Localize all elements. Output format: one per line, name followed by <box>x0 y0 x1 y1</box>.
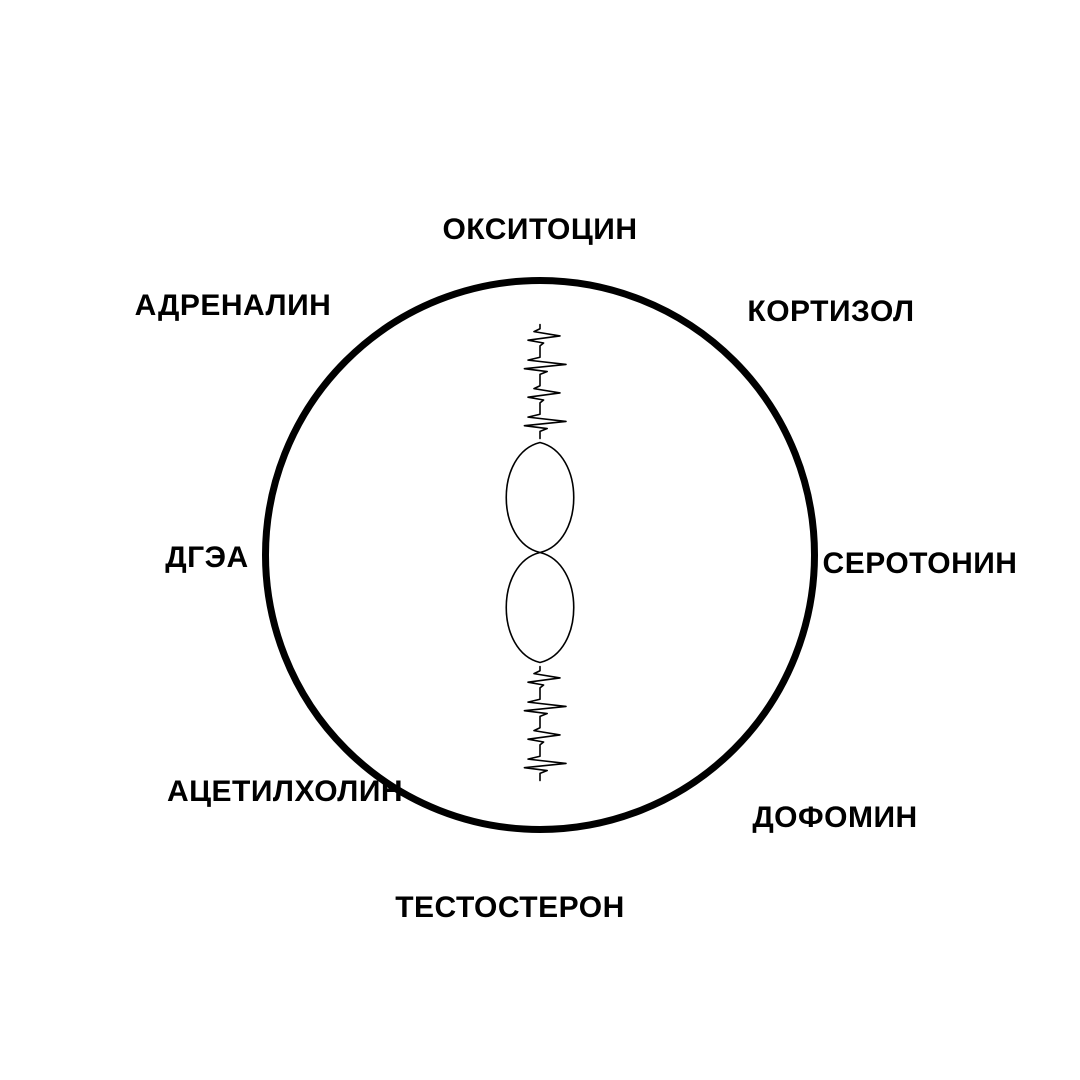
label-top-left: АДРЕНАЛИН <box>135 289 332 323</box>
infinity-heartbeat-icon <box>470 323 610 788</box>
label-bottom: ТЕСТОСТЕРОН <box>395 891 625 925</box>
diagram-stage: ОКСИТОЦИН КОРТИЗОЛ СЕРОТОНИН ДОФОМИН ТЕС… <box>0 0 1080 1080</box>
label-top: ОКСИТОЦИН <box>442 213 637 247</box>
label-top-right: КОРТИЗОЛ <box>747 295 914 329</box>
label-bottom-right: ДОФОМИН <box>752 801 917 835</box>
label-bottom-left: АЦЕТИЛХОЛИН <box>167 775 403 809</box>
label-right: СЕРОТОНИН <box>823 547 1018 581</box>
label-left: ДГЭА <box>165 541 248 575</box>
